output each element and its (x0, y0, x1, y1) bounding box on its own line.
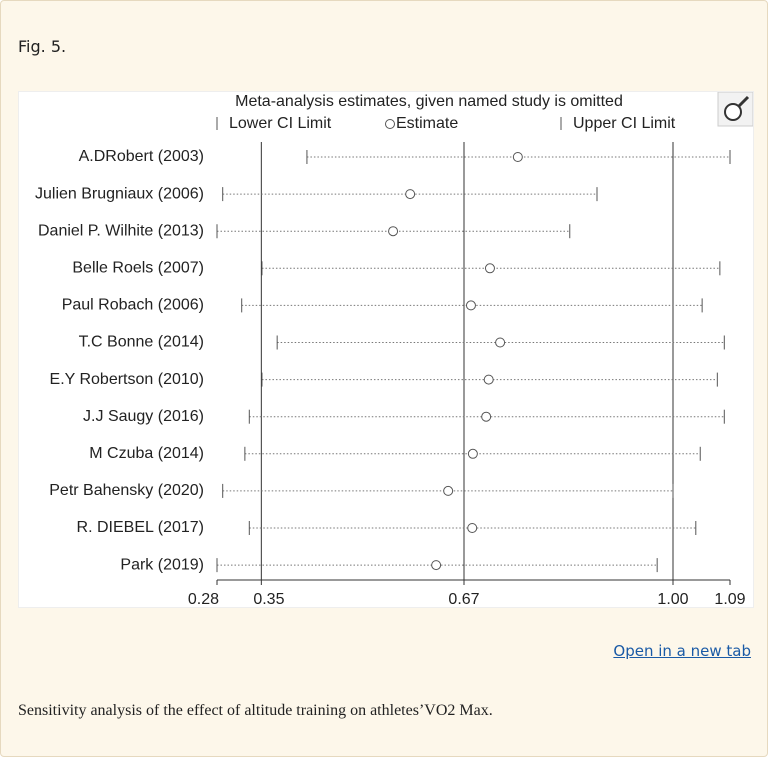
legend-symbol (385, 119, 395, 129)
category-label: E.Y Robertson (2010) (50, 371, 204, 388)
estimate (443, 485, 454, 496)
figure-label: Fig. 5. (18, 37, 67, 56)
estimate (467, 523, 478, 533)
x-tick-label: 0.35 (253, 591, 284, 607)
open-link[interactable]: Open in a new tab (613, 642, 751, 660)
estimate (405, 189, 416, 200)
x-tick-label: 1.00 (657, 591, 688, 607)
category-label: Julien Brugniaux (2006) (35, 185, 204, 202)
category-label: Park (2019) (120, 556, 204, 573)
figure: Meta-analysis estimates, given named stu… (18, 91, 754, 608)
category-label: M Czuba (2014) (89, 445, 204, 462)
estimate (484, 263, 495, 274)
estimate (431, 560, 442, 571)
category-label: Paul Robach (2006) (62, 297, 204, 314)
category-label: T.C Bonne (2014) (79, 334, 204, 351)
zoom-icon[interactable] (717, 91, 754, 127)
caption: Sensitivity analysis of the effect of al… (18, 702, 493, 719)
x-tick-label: 0.28 (188, 591, 219, 607)
x-tick-label: 1.09 (714, 591, 745, 607)
category-label: Petr Bahensky (2020) (49, 482, 204, 499)
estimate (483, 374, 494, 385)
chart: Meta-analysis estimates, given named stu… (35, 91, 754, 608)
estimate (481, 411, 492, 422)
legend-label: Lower CI Limit (229, 115, 332, 132)
estimate (495, 337, 506, 348)
x-tick-label: 0.67 (448, 591, 479, 607)
chart-title: Meta-analysis estimates, given named stu… (235, 93, 623, 110)
legend-label: Upper CI Limit (573, 115, 676, 132)
category-label: R. DIEBEL (2017) (77, 519, 204, 536)
category-label: Daniel P. Wilhite (2013) (38, 222, 204, 239)
estimate (512, 152, 523, 162)
category-label: J.J Saugy (2016) (83, 408, 204, 425)
estimate (388, 226, 399, 237)
category-label: Belle Roels (2007) (72, 260, 204, 277)
estimate (467, 448, 478, 459)
estimate (465, 300, 476, 311)
category-label: A.DRobert (2003) (79, 148, 204, 165)
legend-label: Estimate (396, 115, 458, 132)
